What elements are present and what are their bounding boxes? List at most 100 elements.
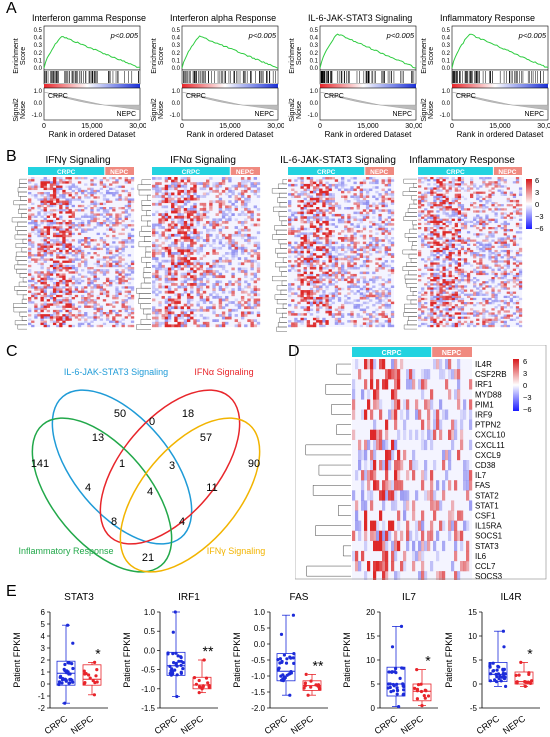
heatmap-cell (334, 250, 339, 254)
heatmap-cell (209, 264, 213, 268)
heatmap-cell (215, 246, 219, 250)
heatmap-cell (488, 218, 492, 221)
heatmap-cell (418, 306, 422, 309)
heatmap-cell (334, 271, 339, 275)
heatmap-cell (253, 306, 258, 310)
heatmap-cell (186, 233, 191, 237)
heatmap-cell (115, 260, 119, 263)
heatmap-cell (356, 204, 360, 208)
heatmap-cell (506, 254, 510, 257)
heatmap-cell (485, 222, 489, 226)
heatmap-cell (237, 262, 242, 266)
heatmap-cell (93, 226, 97, 229)
heatmap-cell (250, 267, 254, 271)
heatmap-cell (460, 279, 465, 282)
heatmap-cell (68, 303, 72, 306)
heatmap-cell (59, 232, 63, 236)
heatmap-cell (240, 189, 245, 193)
heatmap-cell (228, 187, 232, 191)
heatmap-cell (190, 270, 194, 273)
heatmap-cell (457, 293, 462, 296)
heatmap-cell (294, 324, 298, 328)
heatmap-cell (497, 239, 501, 242)
heatmap-cell (37, 275, 41, 278)
heatmap-cell (347, 320, 351, 323)
heatmap-cell (115, 264, 119, 268)
heatmap-cell (231, 288, 235, 291)
group-bar-crpc (152, 167, 230, 175)
heatmap-cell (234, 249, 238, 253)
heatmap-cell (93, 275, 97, 278)
heatmap-cell (297, 234, 301, 238)
heatmap-cell (424, 195, 428, 199)
heatmap-cell (347, 271, 351, 275)
heatmap-cell (77, 324, 82, 328)
heatmap-cell (231, 239, 235, 242)
heatmap-cell (183, 197, 188, 201)
heatmap-cell (121, 286, 125, 289)
heatmap-cell (436, 235, 440, 238)
heatmap-cell (155, 257, 159, 260)
heatmap-cell (52, 234, 57, 238)
heatmap-cell (171, 301, 175, 304)
heatmap-cell (118, 279, 122, 283)
heatmap-cell (325, 287, 329, 291)
heatmap-cell (297, 193, 301, 196)
heatmap-cell (49, 181, 54, 184)
heatmap-cell (31, 219, 35, 223)
heatmap-cell (353, 306, 357, 309)
heatmap-cell (316, 227, 320, 231)
heatmap-cell (193, 205, 197, 209)
heatmap-cell (306, 243, 311, 247)
heatmap-cell (303, 269, 307, 272)
heatmap-cell (309, 290, 314, 293)
heatmap-cell (378, 299, 382, 302)
panel-label-e: E (6, 583, 17, 600)
heatmap-cell (84, 224, 88, 227)
heatmap-cell (59, 316, 63, 319)
heatmap-cell (240, 314, 245, 317)
heatmap-cell (52, 215, 57, 218)
heatmap-cell (294, 183, 298, 187)
heatmap-cell (372, 280, 376, 284)
heatmap-cell (341, 287, 345, 291)
heatmap-cell (228, 262, 232, 266)
heatmap-cell (294, 260, 298, 263)
heatmap-cell (167, 236, 172, 240)
heatmap-cell (454, 233, 458, 236)
heatmap-cell (430, 299, 434, 303)
heatmap-cell (291, 292, 295, 295)
heatmap-cell (177, 262, 181, 266)
heatmap-cell (503, 274, 507, 278)
heatmap-cell (244, 285, 248, 289)
heatmap-cell (390, 324, 395, 328)
heatmap-cell (454, 268, 458, 271)
heatmap-cell (300, 290, 304, 293)
heatmap-cell (476, 222, 480, 226)
group-bar-nepc (230, 167, 260, 175)
heatmap-cell (34, 309, 38, 313)
heatmap-cell (512, 206, 517, 209)
heatmap-cell (445, 243, 449, 246)
heatmap-cell (448, 254, 452, 257)
gsea-es-tick: 0.1 (172, 58, 181, 64)
heatmap-cell (62, 200, 66, 203)
heatmap-cell (183, 290, 188, 294)
heatmap-cell (171, 244, 175, 248)
heatmap-cell (451, 247, 455, 251)
heatmap-cell (171, 208, 175, 211)
heatmap-cell (430, 204, 434, 207)
heatmap-cell (300, 294, 304, 298)
heatmap-cell (118, 252, 122, 255)
heatmap-cell (312, 264, 317, 268)
heatmap-cell (186, 210, 191, 214)
heatmap-cell (473, 283, 477, 286)
heatmap-cell (451, 243, 455, 246)
heatmap-cell (319, 237, 323, 240)
gsea-sn-tick: 1.0 (442, 89, 451, 95)
heatmap-cell (196, 252, 200, 255)
heatmap-cell (319, 193, 323, 196)
heatmap-cell (112, 177, 116, 180)
heatmap-cell (306, 241, 311, 245)
heatmap-cell (105, 269, 110, 272)
